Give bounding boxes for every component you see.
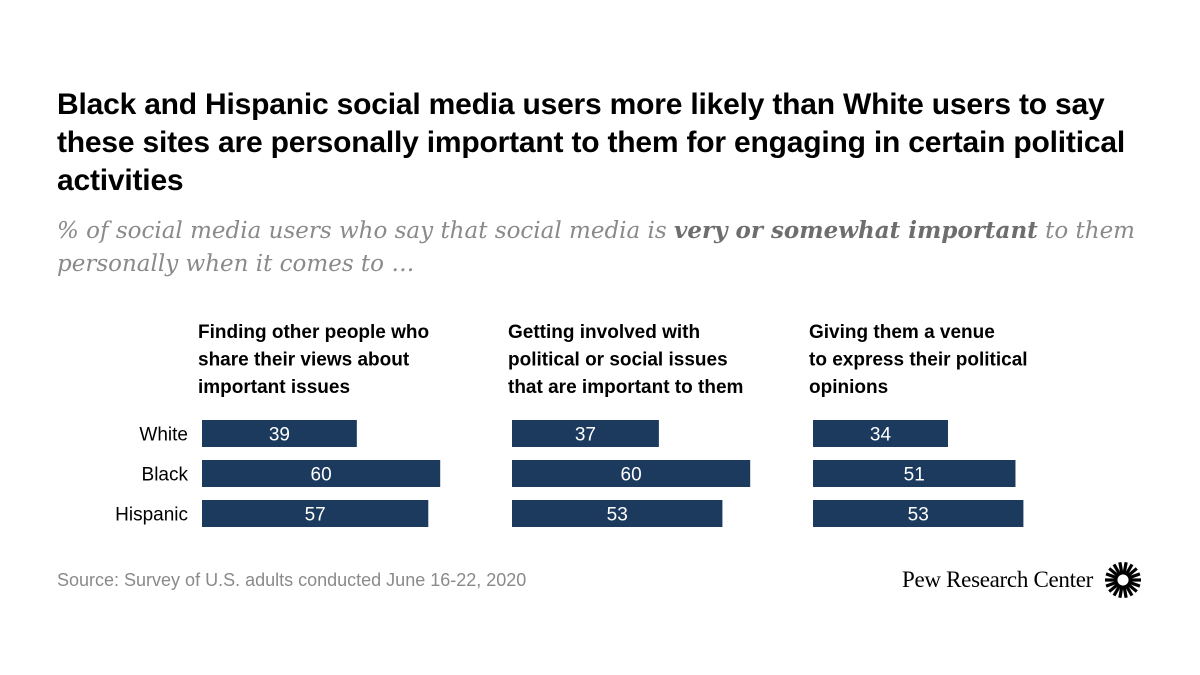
chart-subtitle: % of social media users who say that soc… <box>57 214 1157 282</box>
logo-ray <box>1127 580 1141 588</box>
bar-label-panel-3-white: 34 <box>870 425 892 446</box>
bar-label-panel-1-hispanic: 57 <box>305 505 326 526</box>
row-label-hispanic: Hispanic <box>115 505 188 526</box>
bar-panel-2-hispanic <box>512 500 723 527</box>
logo-ray <box>1112 583 1122 597</box>
panel-3-title-line-2: to express their political <box>809 350 1028 371</box>
panel-1-title-line-1: Finding other people who <box>198 322 429 343</box>
logo-ray <box>1112 563 1122 577</box>
logo-ray <box>1118 585 1124 599</box>
brand-logo: Pew Research Center <box>902 560 1143 600</box>
bar-label-panel-3-black: 51 <box>904 465 925 486</box>
bar-label-panel-2-hispanic: 53 <box>607 505 628 526</box>
bar-panel-1-black <box>202 460 441 487</box>
chart-title: Black and Hispanic social media users mo… <box>57 88 1125 198</box>
logo-ray <box>1126 582 1138 593</box>
logo-ray <box>1126 567 1138 578</box>
panel-2-title-line-1: Getting involved with <box>508 322 700 343</box>
logo-ray <box>1118 561 1124 575</box>
logo-ray <box>1127 572 1141 580</box>
bar-panel-2-white <box>512 420 659 447</box>
logo-ray <box>1124 563 1134 577</box>
subtitle-emphasis: very or somewhat important <box>674 217 1038 244</box>
logo-ray <box>1108 582 1120 593</box>
panel-2-title-line-2: political or social issues <box>508 350 728 371</box>
subtitle-prefix: % of social media users who say that soc… <box>57 218 675 244</box>
brand-name: Pew Research Center <box>901 567 1093 592</box>
panel-3-title-line-3: opinions <box>809 377 888 398</box>
logo-ray <box>1108 567 1120 578</box>
bar-panel-1-white <box>202 420 357 447</box>
source-note: Source: Survey of U.S. adults conducted … <box>57 570 527 590</box>
bar-label-panel-2-black: 60 <box>621 465 642 486</box>
bar-panel-3-hispanic <box>813 500 1024 527</box>
bar-panel-1-hispanic <box>202 500 429 527</box>
logo-ray <box>1105 572 1119 580</box>
panel-3-title-line-1: Giving them a venue <box>809 322 995 343</box>
bar-label-panel-1-black: 60 <box>311 465 332 486</box>
bar-panel-2-black <box>512 460 751 487</box>
bar-panel-3-white <box>813 420 948 447</box>
bar-label-panel-1-white: 39 <box>269 425 290 446</box>
bar-chart: White Black Hispanic Finding other people w… <box>115 322 1028 527</box>
panel-1-title-line-2: share their views about <box>198 350 410 371</box>
logo-ray <box>1122 585 1128 599</box>
bar-label-panel-3-hispanic: 53 <box>908 505 929 526</box>
row-label-black: Black <box>142 465 189 486</box>
panel-1-title-line-3: important issues <box>198 377 350 398</box>
bar-label-panel-2-white: 37 <box>575 425 596 446</box>
row-label-white: White <box>139 425 188 446</box>
logo-ray <box>1122 561 1128 575</box>
subtitle-suffix: to them personally when it comes to … <box>57 218 1135 278</box>
panel-2-title-line-3: that are important to them <box>508 377 743 398</box>
logo-ray <box>1124 583 1134 597</box>
bar-panel-3-black <box>813 460 1016 487</box>
logo-ray <box>1105 580 1119 588</box>
pew-burst-logo-icon <box>1105 561 1141 599</box>
